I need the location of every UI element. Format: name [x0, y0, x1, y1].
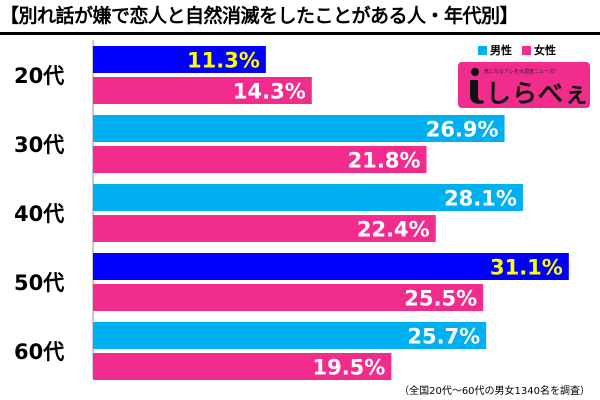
bar-male [93, 253, 569, 280]
bar-male [93, 184, 523, 211]
bar-female [93, 284, 484, 311]
category-label: 50代 [14, 271, 64, 295]
legend-item-male: 男性 [478, 42, 512, 58]
legend-swatch-male [478, 45, 487, 55]
data-label-male: 26.9% [426, 118, 499, 142]
logo-tagline: 気になるアレを大調査ニュース! [484, 69, 556, 75]
data-label-male: 25.7% [407, 325, 480, 349]
data-label-female: 14.3% [233, 80, 306, 104]
legend-swatch-female [522, 45, 531, 55]
data-label-female: 19.5% [312, 356, 385, 380]
data-label-female: 25.5% [404, 287, 477, 311]
bar-female [93, 146, 427, 173]
bar-female [93, 215, 436, 242]
shirabee-logo: 気になるアレを大調査ニュース! しらべぇ [458, 62, 590, 108]
survey-footnote: （全国20代～60代の男女1340名を調査） [399, 386, 590, 397]
bar-female [93, 77, 312, 104]
category-label: 60代 [14, 340, 64, 364]
legend: 男性 女性 [478, 40, 590, 60]
logo-i-mark-icon [470, 68, 484, 104]
legend-label-female: 女性 [534, 44, 556, 57]
chart-title: 【別れ話が嫌で恋人と自然消滅をしたことがある人・年代別】 [0, 5, 519, 27]
category-label: 40代 [14, 202, 64, 226]
bar-male [93, 322, 487, 349]
bar-male [93, 115, 505, 142]
title-underline [0, 32, 600, 35]
data-label-male: 28.1% [444, 187, 517, 211]
data-label-female: 21.8% [348, 149, 421, 173]
category-label: 30代 [14, 133, 64, 157]
data-label-male: 11.3% [187, 49, 260, 73]
data-label-female: 22.4% [357, 218, 430, 242]
bar-female [93, 353, 392, 380]
data-label-male: 31.1% [490, 256, 563, 280]
legend-item-female: 女性 [522, 42, 556, 58]
legend-label-male: 男性 [490, 44, 512, 57]
category-label: 20代 [14, 64, 64, 88]
bar-male [93, 46, 266, 73]
logo-text: しらべぇ [486, 79, 590, 108]
